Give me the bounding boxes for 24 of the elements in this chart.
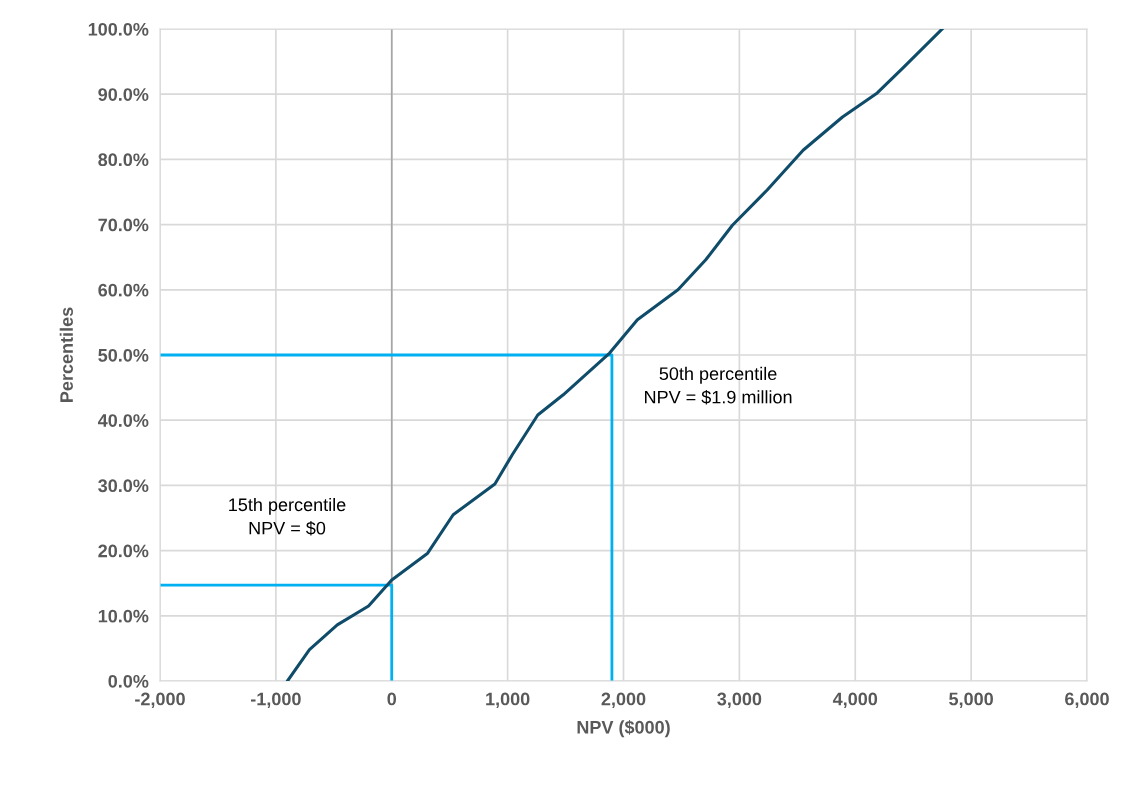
y-axis-title: Percentiles [59, 307, 73, 402]
x-axis-title: NPV ($000) [577, 720, 670, 738]
y-tick-label: 100.0% [88, 22, 149, 36]
y-tick-label: 70.0% [98, 218, 149, 232]
x-tick-label: 5,000 [949, 692, 993, 708]
y-tick-label: 10.0% [98, 609, 149, 623]
x-tick-label: 1,000 [486, 692, 530, 708]
x-tick-label: -1,000 [250, 692, 301, 708]
y-tick-label: 0.0% [108, 674, 149, 688]
x-tick-label: 6,000 [1065, 692, 1109, 708]
y-tick-label: 80.0% [98, 153, 149, 167]
x-tick-label: 2,000 [601, 692, 646, 708]
x-tick-label: 3,000 [717, 692, 762, 708]
annotation: 15th percentile NPV = $0 [229, 497, 346, 536]
y-tick-label: 30.0% [98, 479, 149, 493]
x-tick-label: 0 [387, 692, 397, 706]
x-tick-label: 4,000 [832, 692, 878, 708]
y-tick-label: 50.0% [98, 348, 149, 362]
x-tick-label: -2,000 [135, 692, 185, 708]
annotation: 50th percentile NPV = $1.9 million [645, 366, 792, 405]
y-tick-label: 20.0% [98, 544, 149, 558]
y-tick-label: 60.0% [98, 283, 149, 297]
y-tick-label: 40.0% [97, 414, 149, 427]
y-tick-label: 90.0% [98, 88, 149, 101]
